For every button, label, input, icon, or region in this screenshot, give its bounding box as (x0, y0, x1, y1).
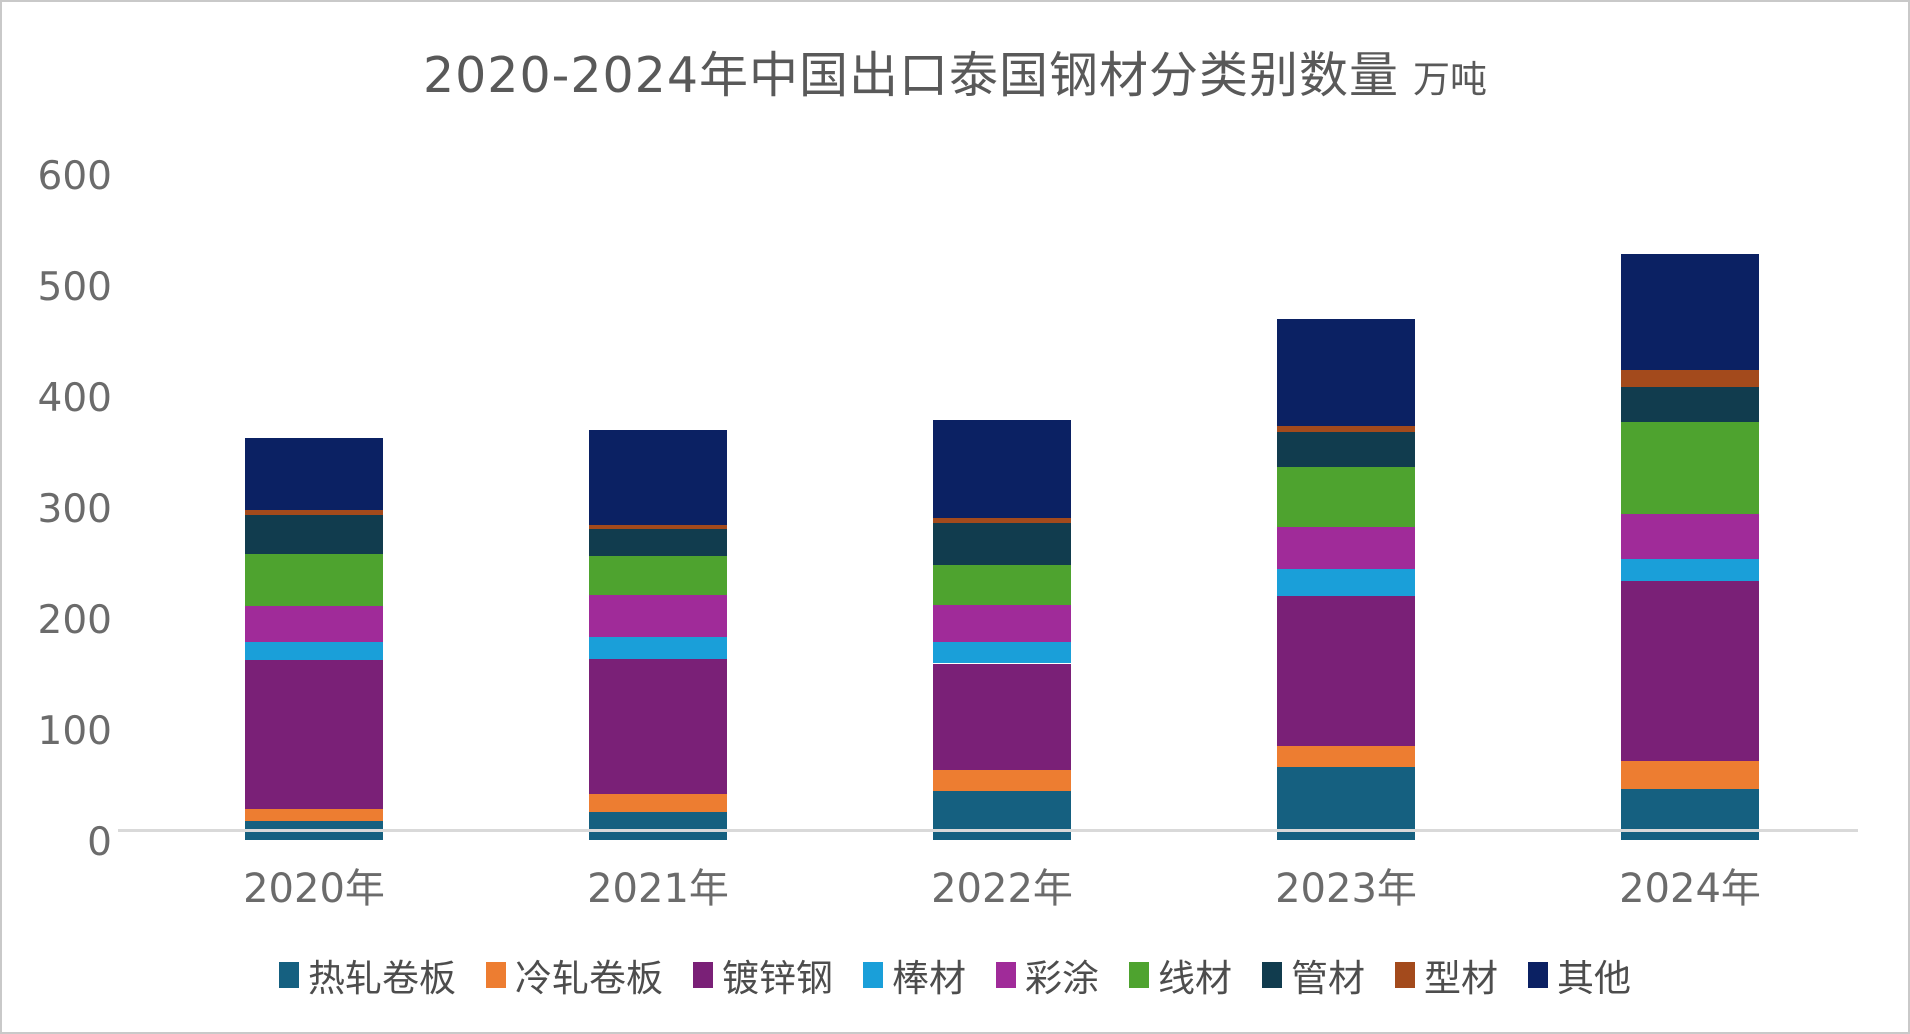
y-tick-label: 500 (37, 265, 112, 310)
legend-item-棒材: 棒材 (863, 948, 966, 1002)
bar-segment-冷轧卷板-2022年 (933, 770, 1071, 792)
bar-segment-棒材-2021年 (589, 636, 727, 660)
bar-segment-镀锌钢-2024年 (1621, 581, 1759, 762)
legend-label: 棒材 (892, 957, 966, 1000)
bar-segment-镀锌钢-2023年 (1277, 595, 1415, 746)
bar-segment-冷轧卷板-2023年 (1277, 745, 1415, 767)
y-tick-label: 100 (37, 709, 112, 754)
legend-item-彩涂: 彩涂 (996, 948, 1099, 1002)
chart-title-unit: 万吨 (1413, 58, 1488, 101)
legend-swatch-icon (1129, 962, 1149, 988)
x-tick-label: 2020年 (243, 866, 385, 912)
bar-segment-线材-2021年 (589, 555, 727, 595)
bar-segment-其他-2022年 (933, 420, 1071, 519)
bar-segment-彩涂-2021年 (589, 594, 727, 637)
bar-segment-管材-2020年 (245, 514, 383, 554)
bar-segment-其他-2021年 (589, 430, 727, 525)
y-tick-label: 300 (37, 487, 112, 532)
chart-title: 2020-2024年中国出口泰国钢材分类别数量 万吨 (2, 36, 1908, 107)
bar-segment-线材-2023年 (1277, 467, 1415, 527)
bar-segment-其他-2020年 (245, 438, 383, 511)
bar-segment-型材-2023年 (1277, 425, 1415, 432)
bar-segment-镀锌钢-2021年 (589, 659, 727, 795)
legend-swatch-icon (1262, 962, 1282, 988)
legend-swatch-icon (1395, 962, 1415, 988)
bar-segment-管材-2021年 (589, 529, 727, 556)
x-tick-label: 2024年 (1619, 866, 1761, 912)
bar-segment-热轧卷板-2023年 (1277, 766, 1415, 840)
bar-segment-其他-2024年 (1621, 253, 1759, 371)
bar-segment-型材-2022年 (933, 518, 1071, 523)
bar-segment-冷轧卷板-2024年 (1621, 761, 1759, 789)
legend-item-热轧卷板: 热轧卷板 (279, 948, 456, 1002)
legend-label: 热轧卷板 (308, 957, 456, 1000)
bar-segment-彩涂-2022年 (933, 604, 1071, 643)
x-tick-label: 2023年 (1275, 866, 1417, 912)
chart-title-text: 2020-2024年中国出口泰国钢材分类别数量 (422, 47, 1400, 104)
legend: 热轧卷板 冷轧卷板 镀锌钢 棒材 彩涂 线材 管材 型材 其他 (2, 948, 1908, 1002)
y-tick-label: 400 (37, 376, 112, 421)
legend-label: 其他 (1557, 957, 1631, 1000)
bar-segment-镀锌钢-2020年 (245, 660, 383, 809)
bar-segment-热轧卷板-2024年 (1621, 788, 1759, 840)
bar-segment-冷轧卷板-2020年 (245, 808, 383, 822)
legend-label: 彩涂 (1025, 957, 1099, 1000)
legend-label: 管材 (1291, 957, 1365, 1000)
legend-label: 线材 (1158, 957, 1232, 1000)
bar-segment-线材-2020年 (245, 553, 383, 606)
legend-label: 冷轧卷板 (515, 957, 663, 1000)
bar-segment-型材-2021年 (589, 524, 727, 530)
y-tick-label: 200 (37, 598, 112, 643)
x-tick-label: 2021年 (587, 866, 729, 912)
legend-item-线材: 线材 (1129, 948, 1232, 1002)
y-tick-label: 600 (37, 154, 112, 199)
x-tick-label: 2022年 (931, 866, 1073, 912)
legend-swatch-icon (693, 962, 713, 988)
bar-segment-棒材-2022年 (933, 642, 1071, 664)
legend-label: 镀锌钢 (722, 957, 833, 1000)
bar-segment-冷轧卷板-2021年 (589, 794, 727, 813)
legend-swatch-icon (486, 962, 506, 988)
y-tick-label: 0 (87, 820, 112, 865)
legend-label: 型材 (1424, 957, 1498, 1000)
bar-segment-棒材-2023年 (1277, 569, 1415, 596)
bar-segment-彩涂-2024年 (1621, 513, 1759, 560)
legend-item-镀锌钢: 镀锌钢 (693, 948, 833, 1002)
bar-segment-彩涂-2023年 (1277, 526, 1415, 570)
bar-segment-棒材-2024年 (1621, 559, 1759, 582)
legend-swatch-icon (279, 962, 299, 988)
bar-segment-镀锌钢-2022年 (933, 663, 1071, 771)
bar-segment-彩涂-2020年 (245, 605, 383, 643)
bar-segment-其他-2023年 (1277, 319, 1415, 426)
bar-segment-热轧卷板-2021年 (589, 812, 727, 840)
bar-segment-热轧卷板-2022年 (933, 791, 1071, 840)
bar-segment-线材-2022年 (933, 564, 1071, 605)
legend-swatch-icon (996, 962, 1016, 988)
bar-segment-管材-2023年 (1277, 431, 1415, 468)
bar-segment-线材-2024年 (1621, 421, 1759, 514)
legend-item-型材: 型材 (1395, 948, 1498, 1002)
legend-item-冷轧卷板: 冷轧卷板 (486, 948, 663, 1002)
bar-segment-型材-2024年 (1621, 370, 1759, 388)
bar-segment-管材-2022年 (933, 522, 1071, 565)
legend-swatch-icon (863, 962, 883, 988)
legend-swatch-icon (1528, 962, 1548, 988)
legend-item-管材: 管材 (1262, 948, 1365, 1002)
bar-segment-棒材-2020年 (245, 642, 383, 661)
bar-segment-管材-2024年 (1621, 387, 1759, 422)
legend-item-其他: 其他 (1528, 948, 1631, 1002)
bar-segment-型材-2020年 (245, 510, 383, 515)
x-axis-line (118, 829, 1858, 832)
